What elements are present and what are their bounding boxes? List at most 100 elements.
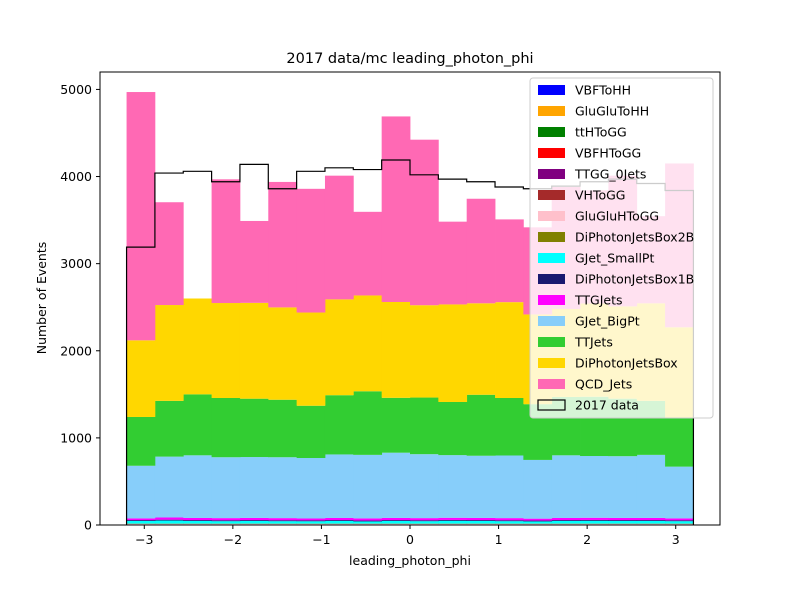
legend-label: QCD_Jets [575,377,632,392]
y-tick-label: 1000 [60,430,92,445]
legend-entry: TTJets [538,335,613,350]
bar [239,457,269,518]
bar [665,520,694,522]
legend-label: 2017 data [575,398,639,413]
legend-label: GJet_BigPt [575,314,640,329]
y-tick-label: 0 [84,518,92,533]
bar [636,520,666,524]
bar [183,520,212,521]
y-tick-label: 4000 [60,169,92,184]
bar [268,523,298,525]
legend-swatch [538,211,565,221]
bar [324,175,354,300]
chart-title: 2017 data/mc leading_photon_phi [286,51,533,67]
bar [551,523,581,525]
bar [324,520,354,521]
bar [466,520,496,524]
bar [353,523,383,525]
bar [466,198,496,304]
bar [154,519,184,521]
legend-swatch [538,106,565,116]
bar [296,188,326,313]
x-tick-label: 2 [583,532,591,547]
bar [268,181,298,308]
bar [126,520,156,521]
bar [324,523,354,525]
bar [466,394,496,456]
bar [239,520,269,524]
bar [636,517,666,521]
bar [211,518,241,521]
legend-entry: 2017 data [537,398,639,413]
legend-label: VHToGG [575,188,625,203]
bar [381,523,411,525]
legend-entry: ttHToGG [538,125,627,140]
bar [410,454,439,519]
bar [183,523,212,525]
bar [381,116,411,302]
bar [580,523,609,525]
bar [665,518,694,521]
legend-entry: VBFHToGG [538,146,641,161]
bar [608,517,638,521]
x-axis-label: leading_photon_phi [349,553,471,568]
bar [324,395,354,455]
bar [126,465,156,519]
legend-label: DiPhotonJetsBox1B [575,272,694,287]
x-axis: −3 −2 −1 0 1 2 3 [135,525,680,547]
legend-swatch [537,399,566,411]
legend-swatch [538,358,565,368]
legend-swatch [538,295,565,305]
bar [466,455,496,518]
bar [211,523,241,525]
bar [239,523,269,525]
legend-swatch [538,316,565,326]
bar [296,520,326,522]
bar [438,455,468,518]
legend-entry: TTGJets [538,293,623,308]
legend-entry: VHToGG [538,188,625,203]
legend-label: VBFToHH [575,83,631,98]
bar [495,397,524,456]
series-6 [126,523,694,525]
bar [239,398,269,458]
legend-swatch [538,253,565,263]
bar [211,397,241,458]
legend-label: DiPhotonJetsBox [575,356,678,371]
bar [580,517,609,520]
legend-entry: DiPhotonJetsBox2B [538,230,694,245]
bar [296,518,326,521]
bar [324,520,354,524]
bar [636,454,666,518]
bar [211,303,241,398]
bar [183,517,212,521]
bar [183,298,212,395]
bar [523,459,553,519]
bar [495,520,524,522]
y-tick-label: 2000 [60,343,92,358]
bar [353,295,383,392]
legend-label: DiPhotonJetsBox2B [575,230,694,245]
legend-entry: DiPhotonJetsBox1B [538,272,694,287]
bar [466,520,496,521]
bar [324,454,354,518]
bar [665,417,694,467]
bar [154,305,184,401]
bar [239,517,269,521]
legend-frame [529,77,714,419]
legend-swatch [538,148,565,158]
bar [665,466,694,519]
bar [410,518,439,521]
bar [665,521,694,524]
x-tick-label: −3 [135,532,153,547]
x-tick-label: −1 [312,532,330,547]
stacked-bars [126,92,694,525]
bar [183,455,212,518]
bar [580,520,609,524]
bar [126,92,156,341]
bar [466,517,496,521]
legend-label: GluGluHToGG [575,209,659,224]
bar [154,517,184,520]
bar [211,520,241,522]
bar [353,521,383,524]
